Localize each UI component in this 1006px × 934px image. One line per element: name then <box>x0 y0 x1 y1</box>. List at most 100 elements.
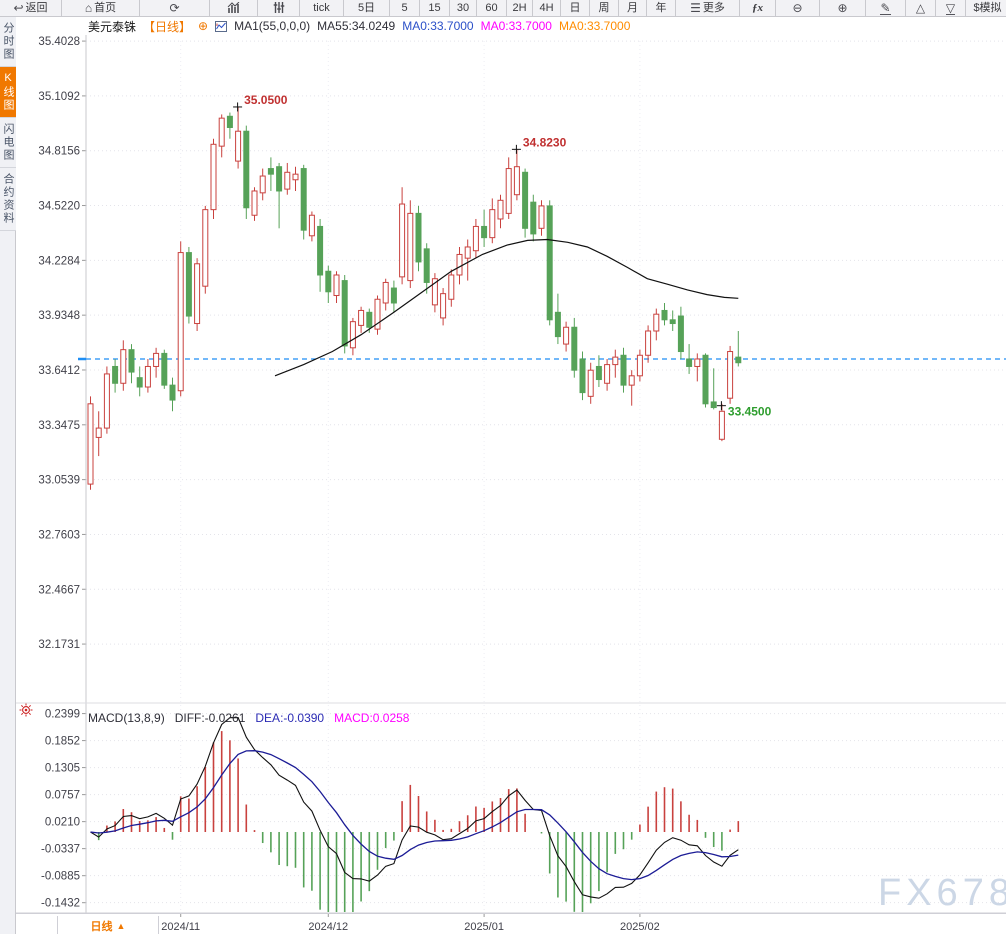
pane-borders <box>16 35 1006 914</box>
toolbar-kline-tool-button[interactable] <box>258 0 300 16</box>
sidebar: 分时图 K线图 闪电图 合约资料 <box>0 17 16 934</box>
toolbar-home-button[interactable]: ⌂ 首页 <box>62 0 140 16</box>
macd-histogram <box>97 731 740 912</box>
toolbar-period-4h-label: 4H <box>539 2 554 14</box>
price-grid <box>82 40 1006 645</box>
sidebar-item-kline-chart[interactable]: K线图 <box>0 67 16 118</box>
toolbar-trend-chart-button[interactable] <box>210 0 258 16</box>
toolbar-period-year-button[interactable]: 年 <box>647 0 676 16</box>
svg-text:-0.0885: -0.0885 <box>41 871 80 883</box>
svg-text:34.8230: 34.8230 <box>523 135 567 149</box>
ma55-line <box>274 238 739 377</box>
annotation-high-2: 34.8230 <box>511 135 567 154</box>
toolbar-period-15-button[interactable]: 15 <box>420 0 450 16</box>
toolbar-home-label: 首页 <box>94 2 117 14</box>
toolbar-back-button[interactable]: ↩ 返回 <box>0 0 62 16</box>
toolbar-simulate-label: $模拟 <box>973 2 1002 14</box>
toolbar-period-5-button[interactable]: 5 <box>390 0 420 16</box>
back-arrow-icon: ↩ <box>13 1 24 15</box>
toolbar-period-15-label: 15 <box>428 2 441 14</box>
macd-grid <box>82 713 1006 904</box>
price-axis-labels: 35.4028 35.1092 34.8156 34.5220 34.2284 33.93… <box>38 36 80 651</box>
svg-text:35.0500: 35.0500 <box>244 93 288 107</box>
toolbar-period-60-label: 60 <box>485 2 498 14</box>
svg-text:34.5220: 34.5220 <box>38 201 80 213</box>
toolbar-period-month-button[interactable]: 月 <box>619 0 647 16</box>
svg-text:35.1092: 35.1092 <box>38 91 80 103</box>
toolbar: ↩ 返回 ⌂ 首页 ⟳ tick 5日 5 15 30 60 2H 4H 日周月年 ☰ 更多 ƒx ⊖ ⊕ ✎ △ ▽ $模… <box>0 0 1006 17</box>
x-axis-labels: 2024/11 2024/12 2025/01 2025/02 <box>161 921 660 933</box>
toolbar-period-2h-label: 2H <box>512 2 527 14</box>
toolbar-period-tick-button[interactable]: tick <box>300 0 344 16</box>
sidebar-item-contract-info[interactable]: 合约资料 <box>0 168 16 231</box>
toolbar-period-day-label: 日 <box>569 2 581 14</box>
sidebar-item-time-chart[interactable]: 分时图 <box>0 17 16 67</box>
watermark: FX678 <box>878 872 1006 914</box>
chart-canvas[interactable]: 2024/11 2024/12 2025/01 2025/02 35.4028 35.10… <box>16 35 1006 934</box>
toolbar-draw-button[interactable]: ✎ <box>866 0 906 16</box>
chart-region: 美元泰铢 【日线】 ⊕ MA1(55,0,0,0) MA55:34.0249 M… <box>16 17 1006 934</box>
toolbar-period-4h-button[interactable]: 4H <box>533 0 561 16</box>
triangle-up-icon: △ <box>915 1 926 15</box>
zoom-out-icon: ⊖ <box>792 1 803 15</box>
toolbar-marker-up-button[interactable]: △ <box>906 0 936 16</box>
svg-text:35.4028: 35.4028 <box>38 36 80 48</box>
svg-text:34.8156: 34.8156 <box>38 146 80 158</box>
svg-text:-0.1432: -0.1432 <box>41 898 80 910</box>
toolbar-zoom-out-button[interactable]: ⊖ <box>776 0 820 16</box>
home-icon: ⌂ <box>84 1 93 15</box>
menu-icon: ☰ <box>690 1 701 15</box>
period-selector-arrow: ▲ <box>116 920 126 931</box>
chart-title-row: 美元泰铢 【日线】 ⊕ MA1(55,0,0,0) MA55:34.0249 M… <box>16 17 1006 35</box>
svg-text:33.4500: 33.4500 <box>728 405 772 419</box>
macd-params-label[interactable]: MACD(13,8,9) <box>88 711 165 725</box>
toolbar-more-button[interactable]: ☰ 更多 <box>676 0 740 16</box>
add-indicator-icon[interactable]: ⊕ <box>198 19 209 33</box>
toolbar-fx-indicator-button[interactable]: ƒx <box>740 0 776 16</box>
macd-diff-value: DIFF:-0.0261 <box>174 711 246 725</box>
macd-axis-labels: 0.2399 0.1852 0.1305 0.0757 0.0210 -0.0337 -0.… <box>41 709 80 910</box>
toolbar-fx-indicator-label: ƒx <box>752 2 763 14</box>
toolbar-period-5d-button[interactable]: 5日 <box>344 0 390 16</box>
main-area: 分时图 K线图 闪电图 合约资料 美元泰铢 【日线】 ⊕ MA1(55,0,0,0) … <box>0 17 1006 934</box>
toolbar-marker-down-button[interactable]: ▽ <box>936 0 966 16</box>
svg-text:2024/12: 2024/12 <box>308 921 348 933</box>
mini-chart-icon[interactable] <box>215 20 228 32</box>
toolbar-period-5d-label: 5日 <box>357 2 376 14</box>
toolbar-period-2h-button[interactable]: 2H <box>507 0 533 16</box>
toolbar-period-60-button[interactable]: 60 <box>477 0 507 16</box>
dea-line <box>90 750 739 881</box>
indicator-settings-icon[interactable] <box>19 703 33 717</box>
svg-text:32.4667: 32.4667 <box>38 584 80 596</box>
toolbar-period-30-button[interactable]: 30 <box>450 0 477 16</box>
period-tag: 【日线】 <box>143 19 192 34</box>
period-selector[interactable]: 日线 ▲ <box>57 916 159 934</box>
annotation-high-1: 35.0500 <box>233 93 288 112</box>
toolbar-zoom-in-button[interactable]: ⊕ <box>820 0 866 16</box>
svg-text:2025/02: 2025/02 <box>620 921 660 933</box>
sidebar-item-flash-chart[interactable]: 闪电图 <box>0 118 16 168</box>
svg-text:34.2284: 34.2284 <box>38 255 80 267</box>
ma-settings-label[interactable]: MA1(55,0,0,0) <box>234 19 311 33</box>
symbol-name: 美元泰铢 <box>88 19 137 34</box>
triangle-down-icon: ▽ <box>945 0 956 15</box>
toolbar-more-label: 更多 <box>702 2 725 14</box>
ma0-value-orange: MA0:33.7000 <box>558 19 631 33</box>
toolbar-period-month-label: 月 <box>627 2 638 14</box>
svg-text:0.0210: 0.0210 <box>45 817 80 829</box>
toolbar-refresh-button[interactable]: ⟳ <box>140 0 210 16</box>
svg-text:0.0757: 0.0757 <box>45 790 80 802</box>
toolbar-period-week-button[interactable]: 周 <box>590 0 619 16</box>
toolbar-period-tick-label: tick <box>313 2 330 14</box>
svg-text:33.9348: 33.9348 <box>38 310 80 322</box>
svg-text:33.6412: 33.6412 <box>38 365 80 377</box>
annotation-low-3: 33.4500 <box>716 401 772 419</box>
svg-text:2024/11: 2024/11 <box>161 921 200 933</box>
ma55-value: MA55:34.0249 <box>317 19 396 33</box>
toolbar-simulate-button[interactable]: $模拟 <box>966 0 1006 16</box>
macd-header: MACD(13,8,9) DIFF:-0.0261 DEA:-0.0390 MA… <box>88 710 409 726</box>
toolbar-period-day-button[interactable]: 日 <box>561 0 590 16</box>
macd-dea-value: DEA:-0.0390 <box>255 711 325 725</box>
candlestick-icon <box>273 1 285 15</box>
